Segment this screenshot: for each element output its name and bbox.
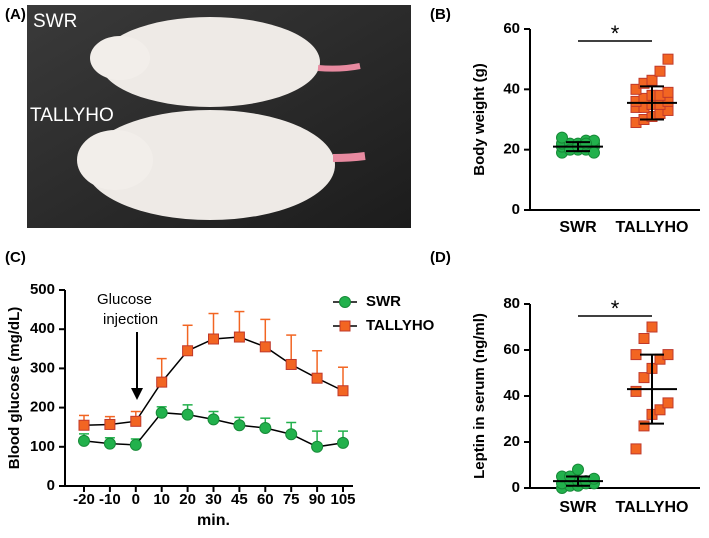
- legend-label: SWR: [366, 293, 401, 310]
- annotation: injection: [103, 311, 158, 328]
- point: [311, 372, 323, 384]
- point: [233, 331, 245, 343]
- point: [662, 86, 674, 98]
- panel-label: (D): [430, 249, 451, 266]
- tail: [332, 152, 366, 162]
- y-tick-label: 20: [503, 141, 520, 158]
- x-tick-label: 60: [257, 491, 274, 508]
- point: [662, 349, 674, 361]
- point: [638, 420, 650, 432]
- photo-label: TALLYHO: [30, 105, 114, 126]
- mouse-head: [77, 130, 153, 190]
- y-tick-label: 0: [512, 201, 520, 218]
- x-tick-label: -10: [99, 491, 121, 508]
- point: [588, 146, 600, 159]
- point: [662, 397, 674, 409]
- y-tick-label: 60: [503, 20, 520, 37]
- x-tick-label: 105: [330, 491, 355, 508]
- point: [572, 463, 584, 476]
- point: [630, 83, 642, 95]
- y-tick-label: 40: [503, 387, 520, 404]
- point: [311, 440, 324, 453]
- annotation: Glucose: [97, 291, 152, 308]
- x-tick-label: 20: [179, 491, 196, 508]
- point: [104, 418, 116, 430]
- y-tick-label: 200: [30, 399, 55, 416]
- point: [630, 385, 642, 397]
- x-tick-label: 90: [309, 491, 326, 508]
- y-axis-label: Body weight (g): [471, 63, 488, 176]
- point: [129, 438, 142, 451]
- point: [630, 349, 642, 361]
- y-tick-label: 500: [30, 281, 55, 298]
- point: [130, 415, 142, 427]
- point: [103, 437, 116, 450]
- point: [156, 376, 168, 388]
- point: [155, 406, 168, 419]
- y-tick-label: 60: [503, 341, 520, 358]
- x-tick-label: 0: [132, 491, 140, 508]
- y-tick-label: 0: [512, 479, 520, 496]
- y-tick-label: 100: [30, 438, 55, 455]
- photo-label: SWR: [33, 11, 77, 32]
- point: [182, 345, 194, 357]
- y-axis-label: Blood glucose (mg/dL): [6, 307, 23, 470]
- point: [208, 333, 219, 345]
- significance-label: *: [611, 296, 620, 321]
- point: [654, 65, 666, 77]
- point: [630, 443, 642, 455]
- x-tick-label: 30: [205, 491, 222, 508]
- point: [588, 472, 600, 485]
- point: [78, 434, 90, 447]
- point: [233, 419, 246, 432]
- mouse: [85, 110, 335, 220]
- x-tick-label: -20: [73, 491, 95, 508]
- x-tick-label: 10: [153, 491, 170, 508]
- point: [339, 320, 351, 332]
- point: [337, 436, 349, 449]
- x-tick-label: TALLYHO: [616, 499, 689, 516]
- panel-label: (C): [5, 249, 26, 266]
- panel-label: (A): [5, 6, 26, 23]
- point: [78, 419, 90, 431]
- x-tick-label: TALLYHO: [616, 219, 689, 236]
- mouse-head: [90, 36, 150, 80]
- point: [654, 404, 666, 416]
- point: [646, 321, 658, 333]
- point: [285, 358, 297, 370]
- significance-label: *: [611, 21, 620, 46]
- point: [638, 333, 650, 344]
- x-tick-label: 75: [283, 491, 300, 508]
- arrow-head: [131, 388, 143, 400]
- x-tick-label: SWR: [559, 219, 597, 236]
- point: [181, 408, 194, 421]
- x-tick-label: SWR: [559, 499, 597, 516]
- point: [646, 74, 658, 86]
- photo: [27, 5, 411, 228]
- mouse: [100, 17, 320, 107]
- legend-label: TALLYHO: [366, 317, 435, 334]
- y-tick-label: 20: [503, 433, 520, 450]
- y-axis-label: Leptin in serum (ng/ml): [471, 313, 488, 479]
- y-tick-label: 40: [503, 80, 520, 97]
- point: [337, 385, 349, 397]
- y-tick-label: 0: [47, 477, 55, 494]
- point: [285, 428, 298, 441]
- panel-label: (B): [430, 6, 451, 23]
- x-tick-label: 45: [231, 491, 248, 508]
- y-tick-label: 400: [30, 320, 55, 337]
- point: [638, 372, 650, 384]
- tail: [317, 63, 361, 72]
- point: [339, 296, 351, 308]
- point: [662, 53, 674, 65]
- y-tick-label: 300: [30, 359, 55, 376]
- y-tick-label: 80: [503, 295, 520, 312]
- point: [207, 413, 220, 426]
- x-axis-label: min.: [197, 512, 230, 529]
- point: [556, 131, 568, 144]
- point: [259, 341, 271, 353]
- point: [259, 421, 272, 434]
